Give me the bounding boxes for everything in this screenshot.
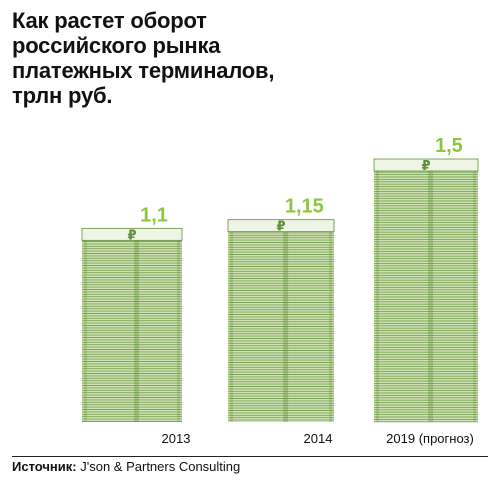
bar-top bbox=[373, 158, 479, 172]
category-label: 2019 (прогноз) bbox=[386, 431, 474, 446]
source-label: Источник: bbox=[12, 459, 77, 474]
bar-body bbox=[82, 231, 182, 422]
chart-title: Как растет оборот российского рынка плат… bbox=[12, 8, 275, 108]
ruble-icon: ₽ bbox=[127, 228, 136, 243]
bar-stack: ₽ bbox=[227, 219, 335, 422]
ruble-icon: ₽ bbox=[421, 159, 430, 174]
value-label: 1,5 bbox=[435, 135, 463, 157]
bar-body bbox=[228, 222, 334, 422]
category-labels: 2013 2014 2019 (прогноз) bbox=[162, 431, 474, 446]
value-labels: 1,1 1,15 1,5 bbox=[140, 135, 463, 226]
bar-stack: ₽ bbox=[373, 158, 479, 423]
bar-stack: ₽ bbox=[81, 227, 183, 422]
source-line: Источник: J'son & Partners Consulting bbox=[12, 456, 488, 479]
bar-top bbox=[227, 219, 335, 233]
value-label: 1,1 bbox=[140, 204, 168, 226]
ruble-icon: ₽ bbox=[276, 220, 285, 235]
source-text: J'son & Partners Consulting bbox=[80, 459, 241, 474]
bar-stacks: ₽ ₽ ₽ bbox=[81, 158, 479, 423]
value-label: 1,15 bbox=[285, 196, 324, 218]
bar-top bbox=[81, 227, 183, 241]
category-label: 2013 bbox=[162, 431, 191, 446]
category-label: 2014 bbox=[304, 431, 333, 446]
